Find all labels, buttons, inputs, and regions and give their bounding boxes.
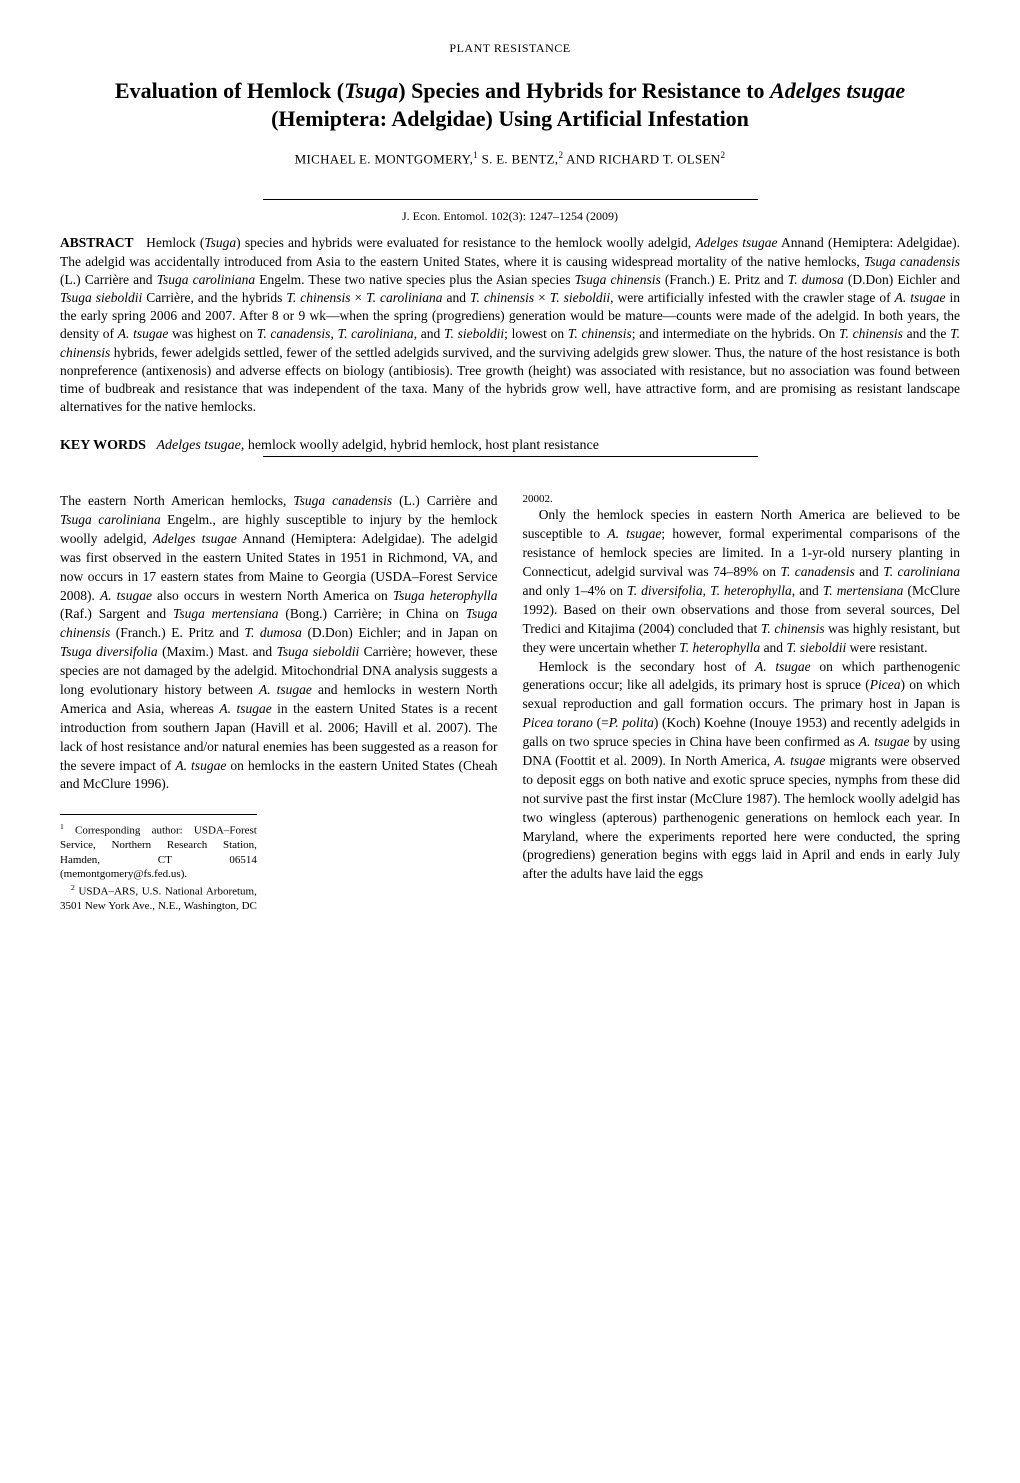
abstract: ABSTRACT Hemlock (Tsuga) species and hyb… — [60, 234, 960, 416]
section-header: PLANT RESISTANCE — [60, 40, 960, 57]
keywords-text: Adelges tsugae, hemlock woolly adelgid, … — [156, 438, 598, 453]
footnote: 1 Corresponding author: USDA–Forest Serv… — [60, 822, 257, 881]
keywords: KEY WORDS Adelges tsugae, hemlock woolly… — [60, 436, 960, 456]
body-paragraph: Hemlock is the secondary host of A. tsug… — [523, 658, 961, 885]
keywords-label: KEY WORDS — [60, 438, 146, 453]
keywords-rule — [263, 456, 758, 457]
abstract-text: Hemlock (Tsuga) species and hybrids were… — [60, 235, 960, 414]
journal-citation: J. Econ. Entomol. 102(3): 1247–1254 (200… — [263, 199, 758, 225]
abstract-label: ABSTRACT — [60, 235, 134, 250]
authors: MICHAEL E. MONTGOMERY,1 S. E. BENTZ,2 AN… — [60, 149, 960, 169]
body-paragraph: Only the hemlock species in eastern Nort… — [523, 506, 961, 657]
body-text: The eastern North American hemlocks, Tsu… — [60, 492, 960, 913]
body-paragraph: The eastern North American hemlocks, Tsu… — [60, 492, 498, 794]
article-title: Evaluation of Hemlock (Tsuga) Species an… — [60, 77, 960, 134]
